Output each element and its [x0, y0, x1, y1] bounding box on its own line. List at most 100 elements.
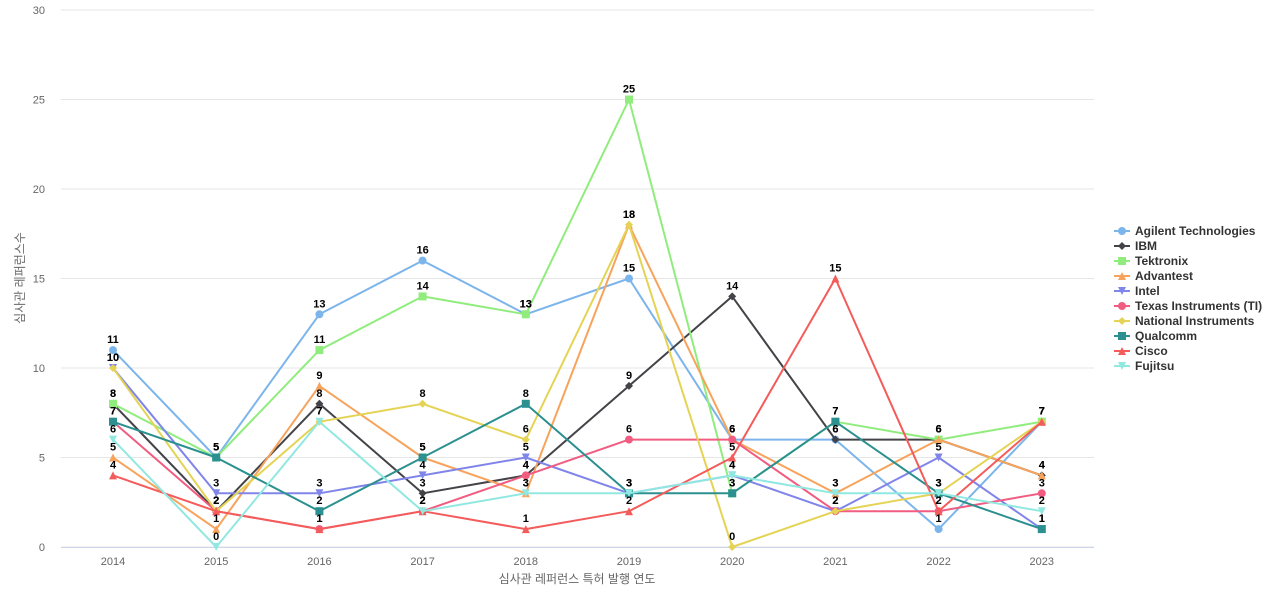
data-point[interactable]	[521, 525, 530, 534]
data-label: 6	[832, 424, 838, 436]
data-label: 4	[1039, 459, 1046, 471]
data-point[interactable]	[831, 489, 840, 498]
data-point[interactable]	[1037, 525, 1046, 534]
data-point[interactable]	[212, 525, 221, 534]
data-point[interactable]	[521, 399, 530, 408]
data-point[interactable]	[212, 489, 221, 498]
data-point[interactable]	[109, 399, 117, 408]
legend-marker[interactable]	[1118, 347, 1126, 355]
data-point[interactable]	[315, 310, 324, 319]
data-point[interactable]	[934, 507, 943, 516]
series-line[interactable]	[112, 259, 1043, 531]
data-label: 7	[110, 406, 116, 418]
data-point[interactable]	[728, 435, 737, 444]
data-point[interactable]	[1037, 471, 1046, 480]
legend-marker[interactable]	[1118, 257, 1126, 265]
data-point[interactable]	[625, 220, 633, 229]
data-point[interactable]	[315, 525, 324, 534]
legend-marker[interactable]	[1118, 287, 1126, 295]
legend-marker[interactable]	[1118, 302, 1126, 310]
data-point[interactable]	[1037, 489, 1046, 498]
data-label: 9	[626, 370, 632, 382]
data-label: 5	[110, 442, 116, 454]
data-label: 13	[313, 298, 325, 310]
data-point[interactable]	[831, 417, 840, 426]
data-point[interactable]	[934, 453, 943, 462]
data-point[interactable]	[109, 417, 117, 426]
data-point[interactable]	[212, 507, 221, 516]
legend-marker[interactable]	[1118, 317, 1126, 325]
legend-item[interactable]: Agilent Technologies	[1114, 224, 1256, 238]
data-point[interactable]	[625, 435, 633, 444]
data-point[interactable]	[315, 399, 324, 408]
data-point[interactable]	[315, 507, 324, 516]
data-point[interactable]	[109, 453, 117, 462]
data-point[interactable]	[418, 489, 427, 498]
data-point[interactable]	[418, 507, 427, 516]
data-point[interactable]	[521, 435, 530, 444]
series-line[interactable]	[112, 98, 1042, 495]
data-point[interactable]	[418, 471, 427, 480]
data-point[interactable]	[1037, 507, 1046, 516]
data-point[interactable]	[109, 471, 117, 480]
legend-marker[interactable]	[1118, 272, 1126, 280]
data-point[interactable]	[625, 489, 633, 498]
data-point[interactable]	[418, 399, 427, 408]
legend-item[interactable]: Texas Instruments (TI)	[1114, 299, 1262, 313]
data-point[interactable]	[625, 274, 633, 283]
legend-item[interactable]: IBM	[1114, 239, 1157, 253]
data-point[interactable]	[315, 346, 324, 355]
legend-marker[interactable]	[1118, 362, 1126, 370]
data-point[interactable]	[109, 435, 117, 444]
legend-marker[interactable]	[1118, 242, 1126, 250]
series-line[interactable]	[112, 367, 1043, 530]
data-point[interactable]	[315, 417, 324, 426]
legend-marker[interactable]	[1118, 332, 1126, 340]
data-label: 3	[420, 477, 426, 489]
data-point[interactable]	[934, 435, 943, 444]
legend-item[interactable]: Intel	[1114, 284, 1160, 298]
data-point[interactable]	[934, 525, 943, 534]
data-point[interactable]	[831, 507, 840, 516]
data-point[interactable]	[625, 381, 633, 390]
data-point[interactable]	[625, 507, 633, 516]
data-point[interactable]	[521, 310, 530, 319]
data-point[interactable]	[728, 543, 737, 551]
data-point[interactable]	[831, 274, 840, 283]
series-line[interactable]	[112, 420, 1042, 548]
data-point[interactable]	[212, 453, 221, 462]
data-point[interactable]	[315, 489, 324, 498]
data-point[interactable]	[418, 256, 427, 265]
series-line[interactable]	[112, 277, 1043, 531]
data-point[interactable]	[728, 453, 737, 462]
data-label: 5	[729, 442, 735, 454]
legend-item[interactable]: Advantest	[1114, 269, 1193, 283]
data-point[interactable]	[831, 435, 840, 444]
data-point[interactable]	[728, 292, 737, 301]
data-point[interactable]	[728, 489, 737, 498]
legend[interactable]: Agilent TechnologiesIBMTektronixAdvantes…	[1114, 224, 1262, 373]
data-point[interactable]	[521, 471, 530, 480]
legend-item[interactable]: Tektronix	[1114, 254, 1188, 268]
data-label: 6	[626, 424, 632, 436]
legend-item[interactable]: Fujitsu	[1114, 359, 1174, 373]
legend-item[interactable]: Qualcomm	[1114, 329, 1197, 343]
data-point[interactable]	[418, 453, 427, 462]
data-point[interactable]	[934, 489, 943, 498]
data-point[interactable]	[212, 543, 221, 551]
series-line[interactable]	[112, 223, 1043, 548]
data-point[interactable]	[625, 95, 633, 104]
data-point[interactable]	[728, 471, 737, 480]
data-point[interactable]	[521, 489, 530, 498]
legend-marker[interactable]	[1118, 227, 1126, 235]
data-point[interactable]	[1037, 417, 1046, 426]
legend-item[interactable]: National Instruments	[1114, 314, 1255, 328]
legend-item[interactable]: Cisco	[1114, 344, 1168, 358]
data-point[interactable]	[315, 381, 324, 390]
series-line[interactable]	[112, 223, 1043, 531]
data-point[interactable]	[418, 292, 427, 301]
data-point[interactable]	[521, 453, 530, 462]
data-point[interactable]	[109, 364, 117, 372]
data-point[interactable]	[109, 346, 117, 355]
